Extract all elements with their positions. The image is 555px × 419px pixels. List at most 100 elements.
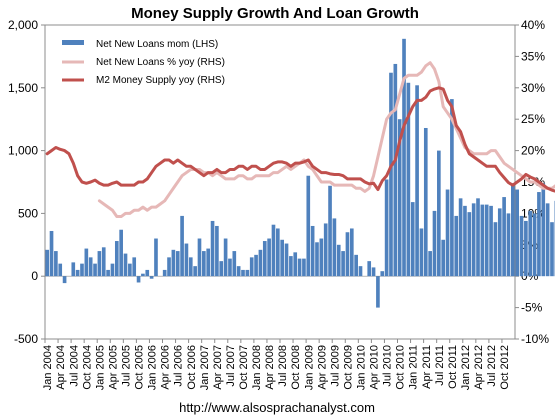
bar-loans-mom <box>397 119 402 277</box>
bar-loans-mom <box>223 238 228 277</box>
x-tick-label: Apr 2008 <box>264 345 276 390</box>
bar-loans-mom <box>271 224 276 277</box>
bar-loans-mom <box>193 266 197 277</box>
x-tick-label: Oct 2010 <box>395 345 407 390</box>
bar-loans-mom <box>75 269 80 277</box>
bar-loans-mom <box>437 150 441 277</box>
bar-loans-mom <box>406 82 411 277</box>
bar-loans-mom <box>88 257 93 277</box>
bar-loans-mom <box>484 204 489 277</box>
x-tick-label: Oct 2005 <box>134 345 146 390</box>
bar-loans-mom <box>502 197 506 277</box>
bar-loans-mom <box>188 257 193 277</box>
bar-loans-mom <box>393 63 398 277</box>
x-tick-label: Apr 2005 <box>107 345 119 390</box>
right-tick-label: -5% <box>521 301 543 315</box>
bar-loans-mom <box>376 276 380 308</box>
legend-label-loans-mom: Net New Loans mom (LHS) <box>96 39 218 50</box>
bar-loans-mom <box>293 252 298 277</box>
bar-loans-mom <box>128 263 132 277</box>
bar-loans-mom <box>228 258 232 277</box>
bar-loans-mom <box>171 249 176 277</box>
x-tick-label: Oct 2004 <box>81 345 93 390</box>
bar-loans-mom <box>528 210 533 277</box>
line-loans-yoy <box>97 61 555 219</box>
x-tick-label: Jan 2005 <box>94 345 106 390</box>
bar-loans-mom <box>45 249 49 277</box>
bar-loans-mom <box>310 225 315 277</box>
bar-loans-mom <box>202 251 206 277</box>
left-tick-label: 0 <box>31 269 38 283</box>
bar-loans-mom <box>467 212 472 277</box>
x-tick-label: Jan 2004 <box>42 345 54 390</box>
bar-loans-mom <box>489 205 493 277</box>
bar-loans-mom <box>289 256 293 277</box>
x-tick-label: Apr 2007 <box>212 345 224 390</box>
bar-loans-mom <box>332 218 337 277</box>
bar-loans-mom <box>402 38 406 277</box>
legend-label-loans-yoy: Net New Loans % yoy (RHS) <box>96 57 225 68</box>
bar-loans-mom <box>493 222 498 277</box>
bar-loans-mom <box>336 244 341 277</box>
bar-loans-mom <box>254 254 258 277</box>
bar-loans-mom <box>380 271 385 277</box>
bar-loans-mom <box>284 243 289 277</box>
bar-loans-mom <box>154 238 158 277</box>
x-tick-label: Jul 2005 <box>121 345 133 387</box>
bar-loans-mom <box>210 220 215 277</box>
right-tick-label: 35% <box>521 49 545 63</box>
bar-loans-mom <box>323 223 328 277</box>
x-tick-label: Jan 2007 <box>199 345 211 390</box>
bar-loans-mom <box>58 263 63 277</box>
bar-loans-mom <box>319 238 324 277</box>
bar-loans-mom <box>428 251 432 277</box>
x-tick-label: Jan 2011 <box>408 345 420 389</box>
x-tick-label: Jan 2012 <box>460 345 472 390</box>
bar-loans-mom <box>410 202 415 277</box>
bar-loans-mom <box>276 228 280 277</box>
bar-loans-mom <box>441 239 446 277</box>
x-tick-label: Jan 2008 <box>251 345 263 390</box>
bar-loans-mom <box>345 232 350 277</box>
bar-loans-mom <box>62 276 67 284</box>
x-tick-label: Apr 2006 <box>160 345 172 390</box>
bar-loans-mom <box>371 267 376 277</box>
bar-loans-mom <box>497 208 502 277</box>
x-tick-label: Jul 2011 <box>434 345 446 386</box>
bar-loans-mom <box>358 266 363 277</box>
bar-loans-mom <box>349 228 354 277</box>
bar-loans-mom <box>106 269 110 277</box>
bar-loans-mom <box>297 258 302 277</box>
bar-loans-mom <box>167 257 171 277</box>
chart-title: Money Supply Growth And Loan Growth <box>131 5 419 22</box>
bar-loans-mom <box>245 269 250 277</box>
bar-loans-mom <box>236 266 241 277</box>
bar-loans-mom <box>258 249 263 277</box>
bar-loans-mom <box>419 228 424 277</box>
bar-loans-mom <box>241 269 245 277</box>
bar-loans-mom <box>463 205 467 277</box>
left-tick-label: 1,500 <box>8 81 38 95</box>
bar-loans-mom <box>249 257 254 277</box>
bar-loans-mom <box>511 183 515 277</box>
x-tick-label: Oct 2006 <box>186 345 198 390</box>
x-tick-label: Apr 2009 <box>316 345 328 390</box>
bar-loans-mom <box>206 248 211 277</box>
bar-loans-mom <box>354 254 358 277</box>
x-tick-label: Jan 2006 <box>147 345 159 390</box>
bar-loans-mom <box>215 225 219 277</box>
x-tick-label: Jan 2009 <box>303 345 315 390</box>
bar-loans-mom <box>136 276 141 283</box>
bar-loans-mom <box>84 248 89 277</box>
bar-loans-mom <box>524 220 528 277</box>
x-tick-label: Apr 2004 <box>55 345 67 390</box>
bar-loans-mom <box>423 127 428 277</box>
bar-loans-mom <box>302 258 306 277</box>
right-tick-label: 25% <box>521 112 545 126</box>
legend-label-m2-yoy: M2 Money Supply yoy (RHS) <box>96 75 225 86</box>
bar-loans-mom <box>110 263 115 277</box>
bar-loans-mom <box>315 242 319 277</box>
bar-loans-mom <box>432 210 437 277</box>
